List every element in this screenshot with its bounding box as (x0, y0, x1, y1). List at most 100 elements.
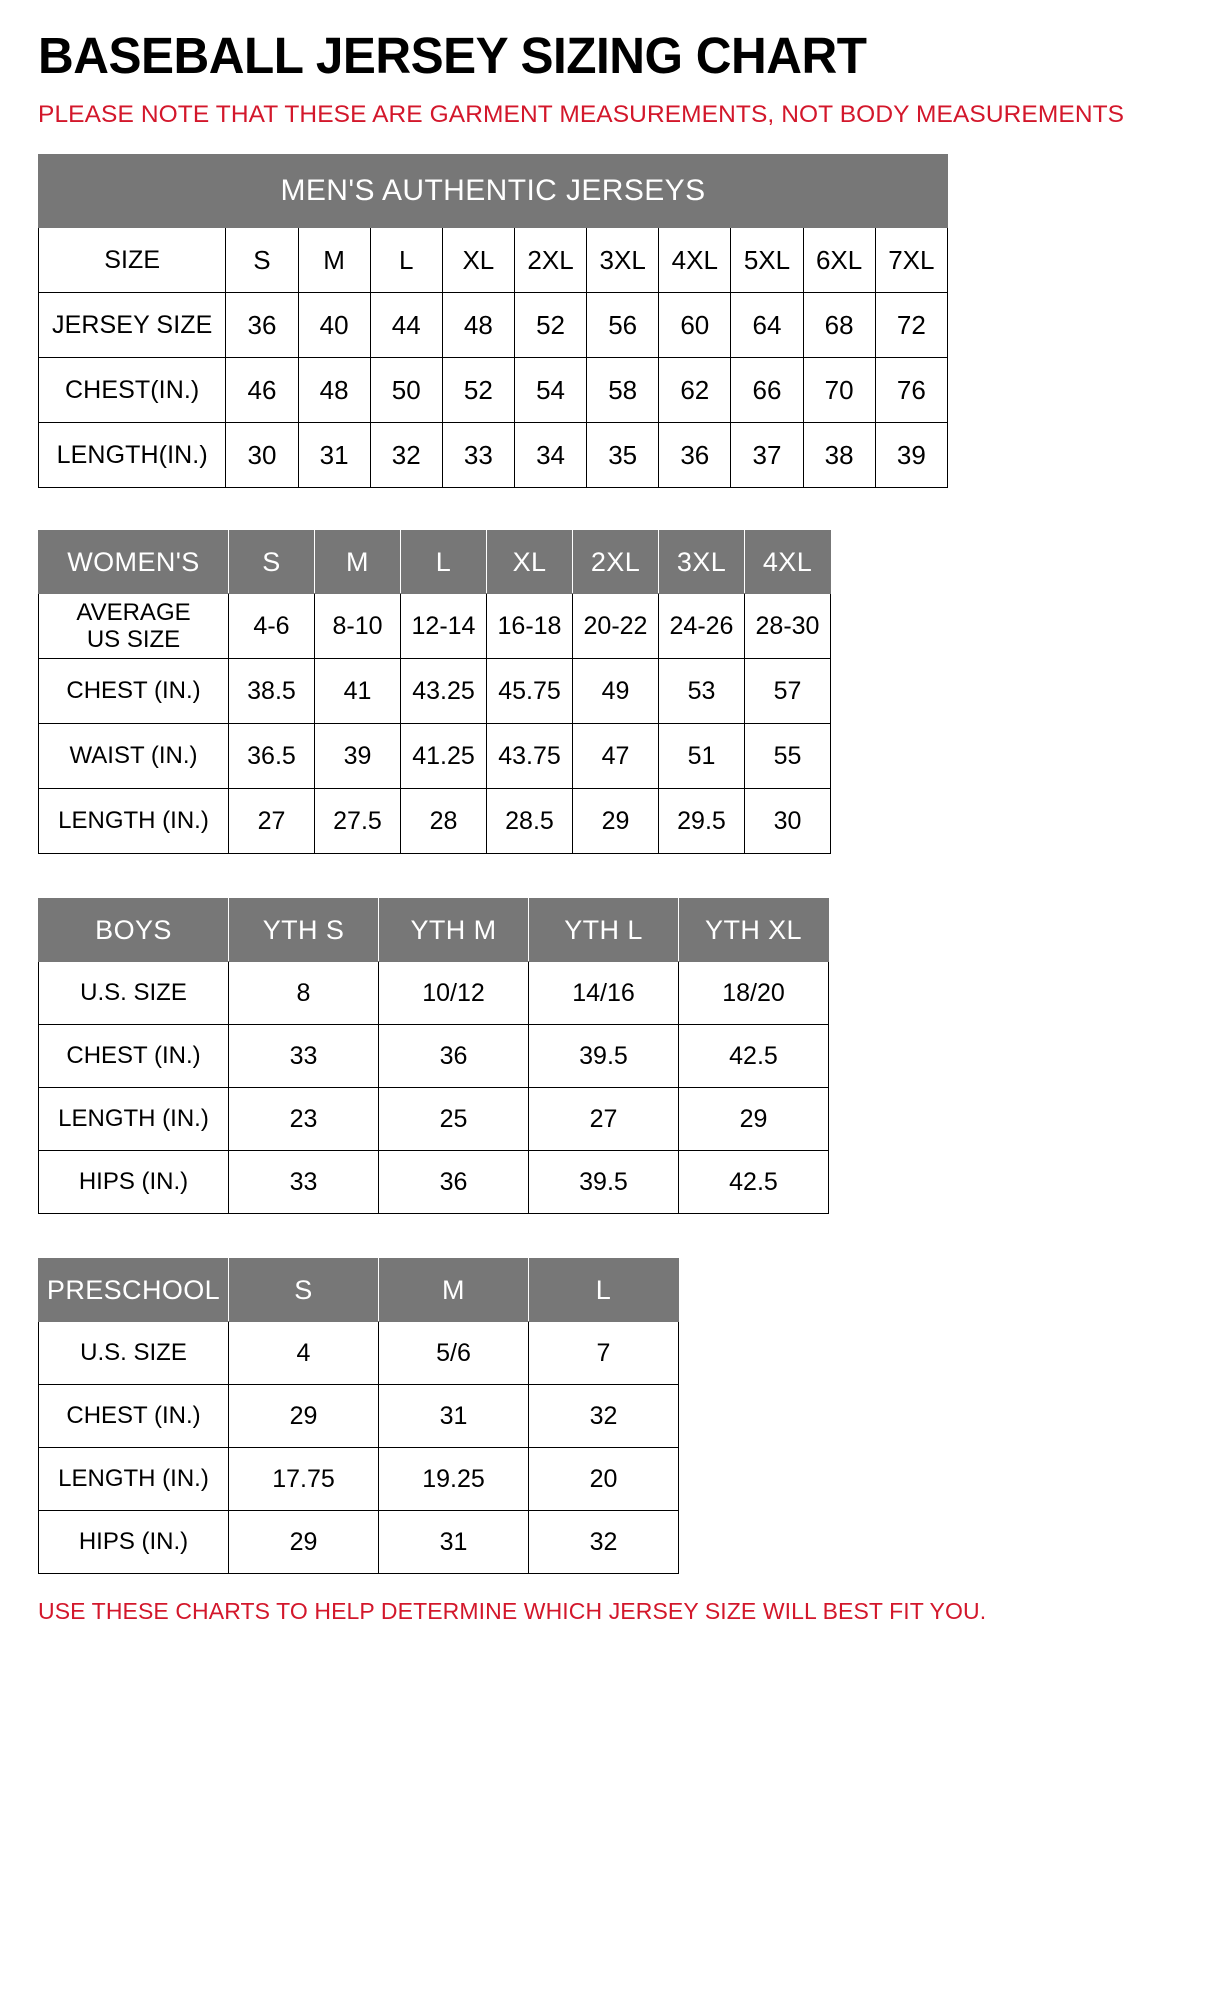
cell: 8-10 (314, 593, 401, 660)
table-row: HIPS (IN.) 29 31 32 (38, 1510, 679, 1575)
cell: 6XL (802, 227, 876, 294)
col-header: L (528, 1258, 679, 1323)
womens-jerseys-table: WOMEN'S S M L XL 2XL 3XL 4XL AVERAGE US … (38, 530, 831, 855)
cell: 4 (228, 1321, 379, 1386)
womens-header-label: WOMEN'S (38, 530, 229, 595)
table-row: HIPS (IN.) 33 36 39.5 42.5 (38, 1150, 829, 1215)
footer-note: USE THESE CHARTS TO HELP DETERMINE WHICH… (38, 1598, 987, 1625)
womens-header-row: WOMEN'S S M L XL 2XL 3XL 4XL (38, 530, 831, 595)
mens-table-banner: MEN'S AUTHENTIC JERSEYS (38, 154, 948, 229)
cell: 29 (228, 1510, 379, 1575)
row-label-line: AVERAGE (76, 599, 191, 626)
boys-jerseys-table: BOYS YTH S YTH M YTH L YTH XL U.S. SIZE … (38, 898, 829, 1215)
row-label-line: US SIZE (86, 626, 181, 654)
garment-measurement-note: PLEASE NOTE THAT THESE ARE GARMENT MEASU… (38, 101, 1125, 128)
cell: 31 (297, 422, 371, 489)
mens-authentic-jerseys-table: MEN'S AUTHENTIC JERSEYS SIZE S M L XL 2X… (37, 154, 949, 489)
row-label-length: LENGTH (IN.) (38, 1087, 229, 1152)
table-row: SIZE S M L XL 2XL 3XL 4XL 5XL 6XL 7XL (37, 227, 949, 294)
mens-table-banner-row: MEN'S AUTHENTIC JERSEYS (38, 154, 948, 229)
col-header: S (228, 1258, 379, 1323)
row-label-waist: WAIST (IN.) (38, 723, 229, 790)
cell: S (225, 227, 299, 294)
sizing-chart-page: BASEBALL JERSEY SIZING CHART PLEASE NOTE… (0, 30, 1220, 2004)
cell: 49 (572, 658, 659, 725)
row-label-chest: CHEST (IN.) (38, 658, 229, 725)
col-header: 4XL (744, 530, 831, 595)
cell: 33 (228, 1150, 379, 1215)
col-header: XL (486, 530, 573, 595)
table-row: LENGTH (IN.) 27 27.5 28 28.5 29 29.5 30 (38, 788, 831, 855)
cell: 34 (513, 422, 588, 489)
cell: 14/16 (528, 961, 679, 1026)
cell: 46 (225, 357, 299, 424)
cell: 66 (730, 357, 804, 424)
cell: 68 (802, 292, 876, 359)
cell: 24-26 (658, 593, 745, 660)
cell: 29.5 (658, 788, 745, 855)
cell: 76 (874, 357, 949, 424)
cell: 39.5 (528, 1024, 679, 1089)
cell: 36 (225, 292, 299, 359)
cell: 38 (802, 422, 876, 489)
cell: 39.5 (528, 1150, 679, 1215)
table-row: LENGTH (IN.) 23 25 27 29 (38, 1087, 829, 1152)
cell: 18/20 (678, 961, 829, 1026)
cell: 7XL (874, 227, 949, 294)
cell: 27.5 (314, 788, 401, 855)
cell: 37 (730, 422, 804, 489)
cell: 57 (744, 658, 831, 725)
row-label-us-size: U.S. SIZE (38, 1321, 229, 1386)
cell: 17.75 (228, 1447, 379, 1512)
cell: 55 (744, 723, 831, 790)
cell: 4XL (658, 227, 732, 294)
preschool-header-label: PRESCHOOL (38, 1258, 229, 1323)
cell: 40 (297, 292, 371, 359)
cell: 36 (658, 422, 732, 489)
col-header: S (228, 530, 315, 595)
cell: M (297, 227, 371, 294)
cell: 8 (228, 961, 379, 1026)
table-row: AVERAGE US SIZE 4-6 8-10 12-14 16-18 20-… (38, 593, 831, 660)
cell: 27 (228, 788, 315, 855)
cell: 47 (572, 723, 659, 790)
row-label-size: SIZE (37, 227, 227, 294)
col-header: YTH S (228, 898, 379, 963)
cell: 23 (228, 1087, 379, 1152)
cell: 52 (513, 292, 588, 359)
col-header: 3XL (658, 530, 745, 595)
cell: 70 (802, 357, 876, 424)
boys-header-label: BOYS (38, 898, 229, 963)
row-label-chest: CHEST(IN.) (37, 357, 227, 424)
table-row: WAIST (IN.) 36.5 39 41.25 43.75 47 51 55 (38, 723, 831, 790)
row-label-chest: CHEST (IN.) (38, 1024, 229, 1089)
cell: L (369, 227, 443, 294)
table-row: LENGTH (IN.) 17.75 19.25 20 (38, 1447, 679, 1512)
table-row: CHEST (IN.) 29 31 32 (38, 1384, 679, 1449)
cell: 48 (441, 292, 515, 359)
cell: 36 (378, 1024, 529, 1089)
row-label-us-size: U.S. SIZE (38, 961, 229, 1026)
cell: 56 (586, 292, 660, 359)
cell: 32 (369, 422, 443, 489)
cell: 32 (528, 1384, 679, 1449)
cell: 16-18 (486, 593, 573, 660)
cell: 58 (586, 357, 660, 424)
row-label-chest: CHEST (IN.) (38, 1384, 229, 1449)
cell: 36.5 (228, 723, 315, 790)
cell: 28 (400, 788, 487, 855)
cell: 33 (441, 422, 515, 489)
cell: 32 (528, 1510, 679, 1575)
col-header: L (400, 530, 487, 595)
cell: 38.5 (228, 658, 315, 725)
cell: 3XL (586, 227, 660, 294)
cell: 31 (378, 1384, 529, 1449)
cell: 48 (297, 357, 371, 424)
cell: 29 (228, 1384, 379, 1449)
table-row: U.S. SIZE 8 10/12 14/16 18/20 (38, 961, 829, 1026)
cell: 35 (586, 422, 660, 489)
cell: 31 (378, 1510, 529, 1575)
col-header: M (378, 1258, 529, 1323)
cell: 2XL (513, 227, 588, 294)
cell: 45.75 (486, 658, 573, 725)
